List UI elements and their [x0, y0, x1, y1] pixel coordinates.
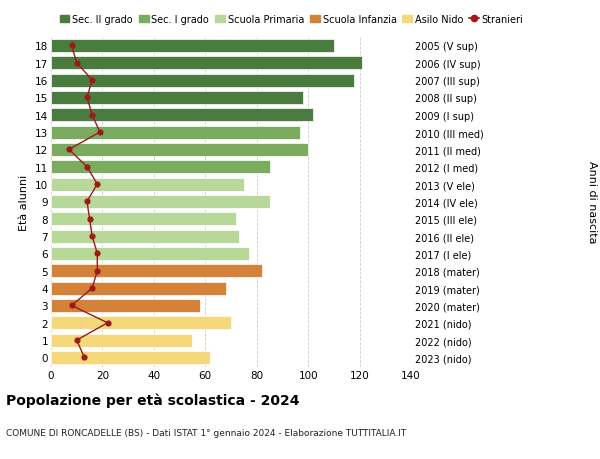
Bar	[51, 126, 301, 139]
Point	[92, 268, 102, 275]
Bar	[51, 74, 355, 87]
Text: Popolazione per età scolastica - 2024: Popolazione per età scolastica - 2024	[6, 392, 299, 407]
Point	[88, 233, 97, 240]
Point	[82, 164, 92, 171]
Point	[92, 250, 102, 257]
Bar	[51, 282, 226, 295]
Bar	[51, 92, 303, 105]
Bar	[51, 144, 308, 157]
Bar	[51, 109, 313, 122]
Point	[72, 60, 82, 67]
Bar	[51, 40, 334, 53]
Bar	[51, 213, 236, 226]
Point	[72, 337, 82, 344]
Point	[95, 129, 104, 136]
Point	[82, 95, 92, 102]
Point	[88, 285, 97, 292]
Bar	[51, 351, 211, 364]
Y-axis label: Età alunni: Età alunni	[19, 174, 29, 230]
Bar	[51, 265, 262, 278]
Bar	[51, 196, 269, 208]
Bar	[51, 161, 269, 174]
Point	[88, 77, 97, 84]
Legend: Sec. II grado, Sec. I grado, Scuola Primaria, Scuola Infanzia, Asilo Nido, Stran: Sec. II grado, Sec. I grado, Scuola Prim…	[56, 11, 527, 28]
Point	[103, 319, 112, 327]
Bar	[51, 299, 200, 312]
Point	[85, 216, 94, 223]
Text: COMUNE DI RONCADELLE (BS) - Dati ISTAT 1° gennaio 2024 - Elaborazione TUTTITALIA: COMUNE DI RONCADELLE (BS) - Dati ISTAT 1…	[6, 428, 406, 437]
Point	[92, 181, 102, 188]
Bar	[51, 334, 193, 347]
Bar	[51, 178, 244, 191]
Bar	[51, 57, 362, 70]
Text: Anni di nascita: Anni di nascita	[587, 161, 597, 243]
Point	[88, 112, 97, 119]
Bar	[51, 230, 239, 243]
Point	[80, 354, 89, 361]
Point	[82, 198, 92, 206]
Bar	[51, 317, 231, 330]
Point	[64, 146, 74, 154]
Point	[67, 43, 76, 50]
Point	[67, 302, 76, 309]
Bar	[51, 247, 249, 260]
